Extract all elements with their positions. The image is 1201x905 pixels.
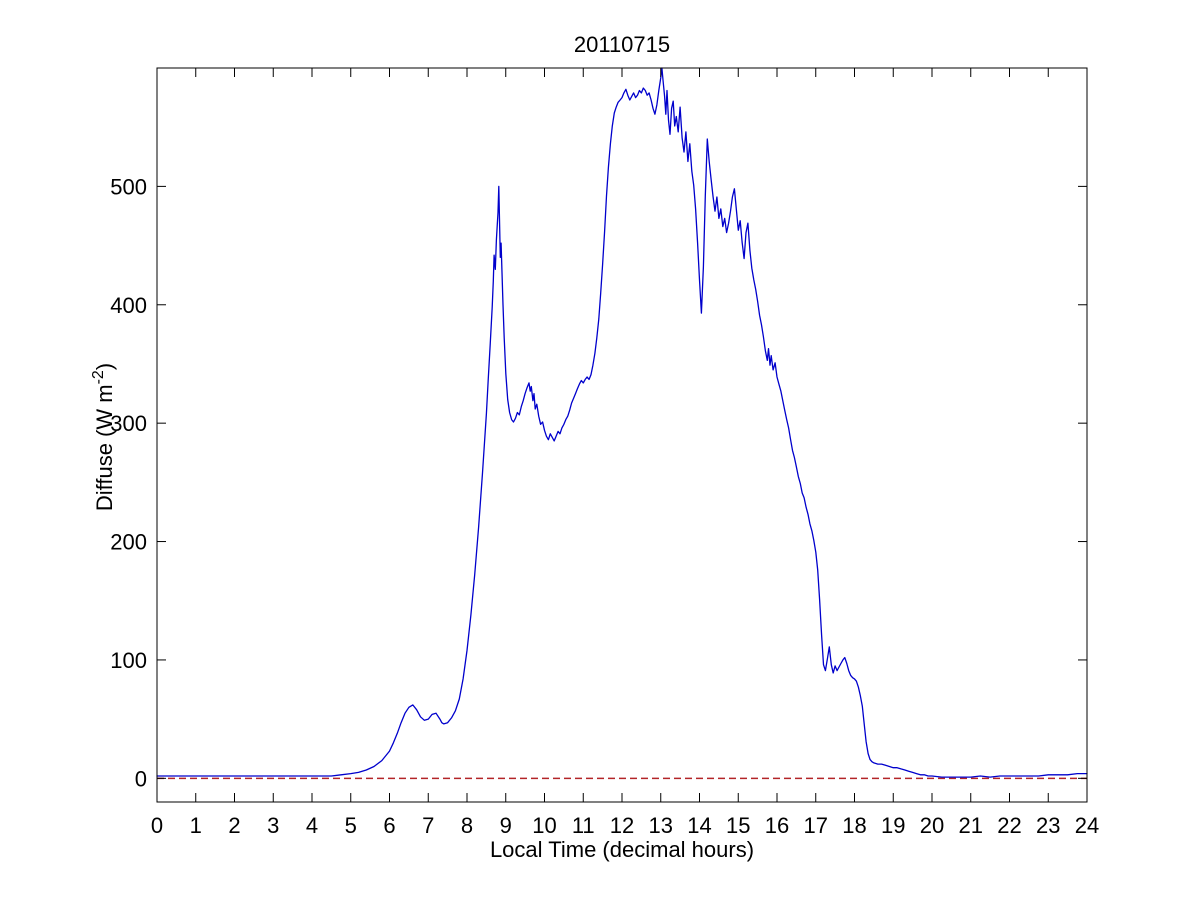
x-tick-label: 3 [267, 813, 279, 838]
plot-box [156, 67, 1088, 803]
x-tick-label: 11 [572, 813, 595, 838]
y-axis-label-end: ) [92, 363, 117, 370]
y-tick-label: 200 [110, 530, 147, 555]
chart-title: 20110715 [574, 32, 670, 57]
x-tick-label: 20 [920, 813, 944, 838]
x-tick-label: 4 [306, 813, 318, 838]
x-tick-label: 0 [151, 813, 163, 838]
x-tick-label: 16 [765, 813, 789, 838]
x-tick-label: 22 [997, 813, 1021, 838]
x-tick-label: 15 [726, 813, 750, 838]
y-axis-label-superscript: -2 [90, 370, 107, 384]
x-tick-label: 10 [532, 813, 556, 838]
x-tick-label: 8 [461, 813, 473, 838]
x-tick-label: 6 [383, 813, 395, 838]
y-tick-label: 100 [110, 648, 147, 673]
tick-label-layer: 0 1 2 3 4 5 6 7 8 9 10 11 12 13 14 15 16 17 18 19 20 21 22 23 24… [110, 174, 1099, 838]
y-tick-label: 500 [110, 174, 147, 199]
y-axis-label: Diffuse (W m-2) [90, 363, 117, 511]
y-axis-label-main: Diffuse (W m [92, 384, 117, 511]
x-tick-label: 18 [842, 813, 866, 838]
y-tick-label: 0 [135, 766, 147, 791]
tick-layer [156, 68, 1088, 802]
x-tick-label: 24 [1075, 813, 1099, 838]
x-tick-label: 5 [345, 813, 357, 838]
diffuse-series-line [156, 67, 1088, 778]
x-tick-label: 13 [649, 813, 673, 838]
x-tick-label: 17 [804, 813, 828, 838]
y-tick-label: 400 [110, 293, 147, 318]
x-axis-label: Local Time (decimal hours) [490, 837, 754, 862]
x-tick-label: 2 [228, 813, 240, 838]
x-tick-label: 21 [959, 813, 983, 838]
data-series-layer [156, 67, 1088, 778]
y-tick-label: 300 [110, 411, 147, 436]
x-tick-label: 14 [687, 813, 711, 838]
x-tick-label: 9 [500, 813, 512, 838]
x-tick-label: 23 [1036, 813, 1060, 838]
x-tick-label: 19 [881, 813, 905, 838]
x-tick-label: 12 [610, 813, 634, 838]
x-tick-label: 1 [190, 813, 202, 838]
axes-layer [156, 67, 1088, 803]
x-tick-label: 7 [422, 813, 434, 838]
